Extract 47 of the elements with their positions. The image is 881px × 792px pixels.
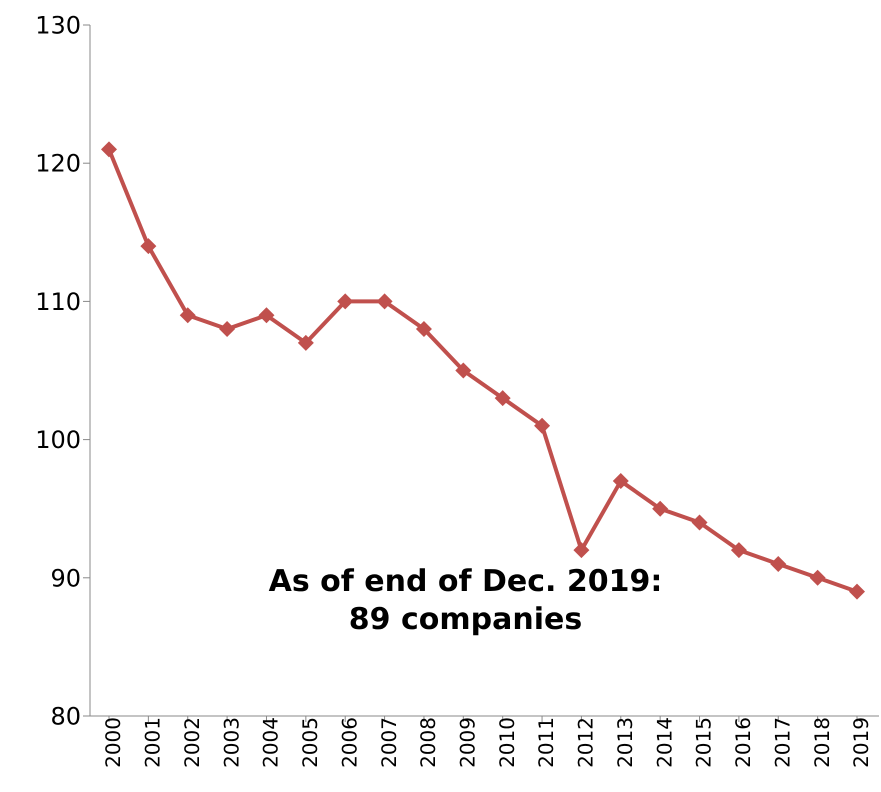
x-tick-label: 2000: [101, 717, 126, 768]
point: [219, 321, 236, 338]
x-tick-label: 2012: [574, 717, 598, 768]
x-tick-label: 2016: [731, 717, 756, 768]
x-tick-label: 2019: [849, 717, 874, 768]
x-tick-label: 2018: [810, 717, 834, 768]
x-tick-label: 2007: [376, 717, 401, 768]
x-tick-label: 2004: [258, 717, 283, 768]
x-tick-label: 2014: [652, 717, 676, 768]
point: [770, 556, 786, 572]
point: [258, 307, 274, 324]
x-tick-label: 2009: [456, 717, 480, 768]
x-tick-label: 2002: [180, 717, 204, 768]
y-tick-label: 120: [35, 150, 81, 178]
x-tick-label: 2008: [416, 717, 440, 768]
point: [455, 362, 472, 378]
point: [494, 390, 511, 406]
point: [337, 293, 354, 310]
point: [180, 307, 196, 324]
point: [416, 321, 432, 338]
x-tick-label: 2013: [612, 717, 637, 768]
point: [573, 542, 590, 558]
point: [730, 542, 747, 558]
point: [612, 473, 629, 490]
point: [376, 293, 393, 310]
y-tick-label: 110: [35, 288, 81, 316]
point: [534, 418, 550, 434]
point: [101, 141, 117, 158]
x-tick-label: 2011: [534, 717, 558, 768]
x-tick-label: 2017: [770, 717, 794, 768]
point: [849, 584, 865, 600]
y-tick-label: 90: [50, 564, 81, 592]
x-tick-label: 2001: [140, 717, 165, 768]
point: [692, 514, 708, 531]
point: [652, 500, 668, 517]
x-tick-label: 2015: [692, 717, 716, 768]
y-tick-label: 100: [35, 426, 81, 454]
annotation: As of end of Dec. 2019: 89 companies: [268, 563, 664, 639]
y-tick-label: 80: [50, 702, 81, 731]
x-tick-label: 2006: [337, 717, 362, 768]
point: [140, 238, 156, 254]
x-tick-label: 2005: [298, 717, 322, 768]
point: [810, 570, 826, 586]
point: [298, 334, 314, 351]
y-tick-label: 130: [35, 12, 81, 40]
x-tick-label: 2003: [219, 717, 244, 768]
x-tick-label: 2010: [494, 717, 519, 768]
